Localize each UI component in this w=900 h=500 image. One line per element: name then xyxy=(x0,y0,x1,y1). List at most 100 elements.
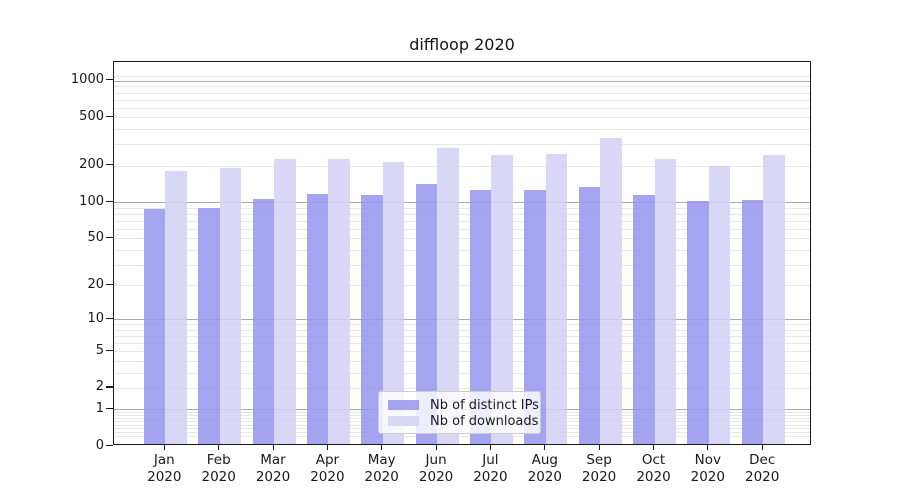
gridline-90 xyxy=(114,207,810,209)
gridline-100 xyxy=(114,202,810,204)
gridline-6 xyxy=(114,343,810,345)
bar-distinct-ips-jul xyxy=(469,189,492,444)
gridline-9 xyxy=(114,324,810,326)
gridline-50 xyxy=(114,238,810,240)
gridline-30 xyxy=(114,264,810,266)
bar-downloads-may xyxy=(382,162,405,444)
bar-downloads-dec xyxy=(763,154,785,444)
x-tick-mark-mar xyxy=(272,445,274,450)
x-tick-label-may: May 2020 xyxy=(364,452,399,485)
y-tick-label-20: 20 xyxy=(87,276,104,292)
bar-distinct-ips-feb xyxy=(198,208,220,444)
y-tick-mark-0 xyxy=(106,444,113,446)
gridline-3 xyxy=(114,372,810,374)
gridline-0.2 xyxy=(114,436,810,438)
gridline-1100 xyxy=(114,75,810,77)
y-tick-mark-20 xyxy=(106,283,113,285)
y-tick-mark-1000 xyxy=(106,79,113,81)
x-tick-mark-feb xyxy=(218,445,220,450)
y-tick-label-200: 200 xyxy=(79,157,104,173)
chart-title: diffloop 2020 xyxy=(409,35,515,54)
y-tick-label-50: 50 xyxy=(87,229,104,245)
bar-downloads-jan xyxy=(165,171,187,444)
gridline-7 xyxy=(114,336,810,338)
bar-distinct-ips-oct xyxy=(633,194,655,444)
x-tick-mark-sep xyxy=(598,445,600,450)
gridline-900 xyxy=(114,86,810,88)
x-tick-mark-apr xyxy=(326,445,329,450)
bar-downloads-nov xyxy=(708,165,731,444)
x-tick-mark-may xyxy=(381,445,383,450)
y-tick-label-0: 0 xyxy=(95,437,104,453)
bar-distinct-ips-apr xyxy=(306,193,329,444)
y-tick-mark-200 xyxy=(106,164,113,166)
bar-distinct-ips-mar xyxy=(252,198,274,444)
legend-swatch-downloads xyxy=(388,416,419,426)
gridline-400 xyxy=(114,129,810,131)
y-tick-mark-500 xyxy=(106,115,113,118)
legend-item-downloads: Nb of downloads xyxy=(388,413,538,429)
x-tick-mark-jul xyxy=(489,445,492,450)
x-tick-mark-oct xyxy=(653,445,655,450)
x-tick-label-sep: Sep 2020 xyxy=(581,452,617,485)
y-tick-label-1: 1 xyxy=(95,400,104,416)
bar-downloads-jun xyxy=(437,147,459,444)
gridline-500 xyxy=(114,117,810,119)
gridline-5 xyxy=(114,351,810,353)
bar-downloads-oct xyxy=(654,159,676,444)
bar-distinct-ips-jun xyxy=(415,184,438,444)
gridline-10 xyxy=(114,319,810,321)
gridline-700 xyxy=(114,99,810,101)
x-tick-mark-aug xyxy=(544,445,546,450)
x-tick-label-aug: Aug 2020 xyxy=(527,452,562,485)
bar-downloads-apr xyxy=(328,159,350,444)
bar-distinct-ips-nov xyxy=(687,200,709,444)
y-tick-mark-50 xyxy=(106,236,113,238)
gridline-80 xyxy=(114,213,810,215)
x-tick-label-feb: Feb 2020 xyxy=(201,452,236,485)
y-tick-label-2: 2 xyxy=(95,379,104,395)
x-tick-label-mar: Mar 2020 xyxy=(255,452,291,485)
gridline-20 xyxy=(114,285,810,287)
gridline-8 xyxy=(114,329,810,331)
y-tick-mark-1 xyxy=(106,407,113,410)
y-tick-mark-2 xyxy=(106,386,113,388)
y-tick-label-500: 500 xyxy=(79,108,104,124)
x-tick-label-jul: Jul 2020 xyxy=(473,452,508,485)
y-tick-label-5: 5 xyxy=(95,342,104,358)
x-tick-label-jan: Jan 2020 xyxy=(147,452,182,485)
bar-distinct-ips-aug xyxy=(524,189,546,444)
gridline-2 xyxy=(114,387,810,389)
legend: Nb of distinct IPs Nb of downloads xyxy=(378,391,541,434)
y-tick-mark-100 xyxy=(106,200,113,202)
gridline-600 xyxy=(114,107,810,109)
y-tick-mark-5 xyxy=(106,349,113,351)
bar-distinct-ips-dec xyxy=(741,200,764,444)
gridline-300 xyxy=(114,144,810,146)
x-tick-label-jun: Jun 2020 xyxy=(418,452,454,485)
x-tick-label-nov: Nov 2020 xyxy=(690,452,725,485)
bar-distinct-ips-sep xyxy=(578,186,601,444)
x-tick-mark-dec xyxy=(761,445,763,450)
x-tick-label-oct: Oct 2020 xyxy=(636,452,671,485)
x-tick-mark-nov xyxy=(707,445,709,450)
plot-area xyxy=(113,61,811,445)
bar-downloads-sep xyxy=(600,137,622,444)
gridline-60 xyxy=(114,228,810,230)
bar-downloads-feb xyxy=(219,168,242,444)
legend-swatch-distinct-ips xyxy=(388,400,419,410)
x-tick-mark-jan xyxy=(163,445,165,450)
y-tick-label-1000: 1000 xyxy=(70,72,104,88)
y-tick-mark-10 xyxy=(106,317,113,319)
gridline-200 xyxy=(114,165,810,167)
legend-label-downloads: Nb of downloads xyxy=(430,413,539,429)
gridline-70 xyxy=(114,220,810,222)
y-tick-label-10: 10 xyxy=(87,310,104,326)
bar-downloads-mar xyxy=(274,159,296,444)
bar-distinct-ips-jan xyxy=(143,208,166,444)
bar-downloads-aug xyxy=(545,153,568,444)
x-tick-label-dec: Dec 2020 xyxy=(745,452,780,485)
gridline-40 xyxy=(114,249,810,251)
bar-distinct-ips-may xyxy=(361,194,383,444)
